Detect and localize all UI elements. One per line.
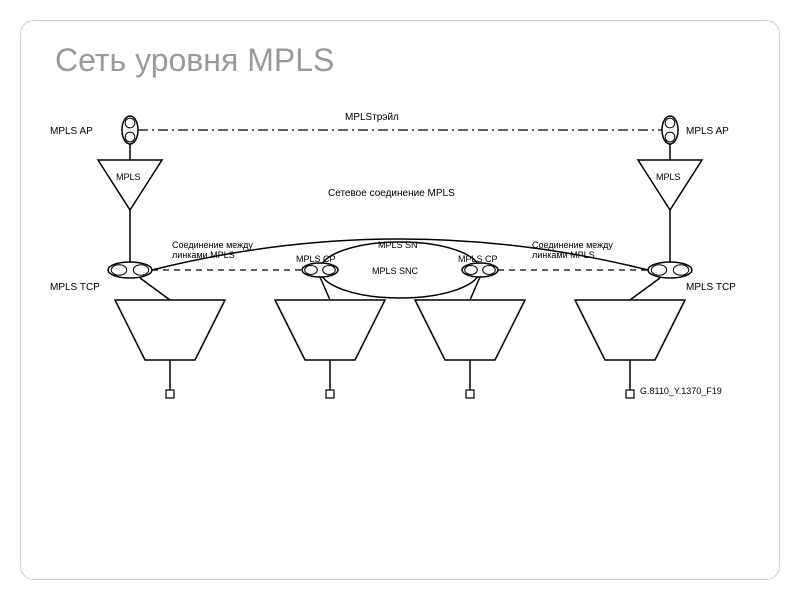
mpls-diagram: MPLSтрэйл MPLS AP MPLS AP MPLS MPLS Сете… (40, 100, 760, 450)
label-mpls-tri-left: MPLS (116, 172, 141, 182)
label-mpls-sn: MPLS SN (378, 240, 418, 250)
label-network-conn: Сетевое соединение MPLS (328, 188, 455, 199)
label-mpls-ap-right: MPLS AP (686, 126, 729, 137)
label-mpls-cp-right: MPLS CP (458, 254, 498, 264)
label-mpls-tcp-right: MPLS TCP (686, 282, 736, 293)
label-mpls-tri-right: MPLS (656, 172, 681, 182)
label-mpls-tcp-left: MPLS TCP (50, 282, 100, 293)
label-link-conn-right: Соединение между линками MPLS (532, 240, 613, 260)
label-link-conn-left: Соединение между линками MPLS (172, 240, 253, 260)
label-mpls-ap-left: MPLS AP (50, 126, 93, 137)
page-title: Сеть уровня MPLS (55, 42, 334, 79)
label-mpls-cp-left: MPLS CP (296, 254, 336, 264)
label-mpls-snc: MPLS SNC (372, 266, 418, 276)
label-mpls-trail: MPLSтрэйл (345, 112, 399, 123)
label-spec-ref: G.8110_Y.1370_F19 (640, 386, 722, 396)
